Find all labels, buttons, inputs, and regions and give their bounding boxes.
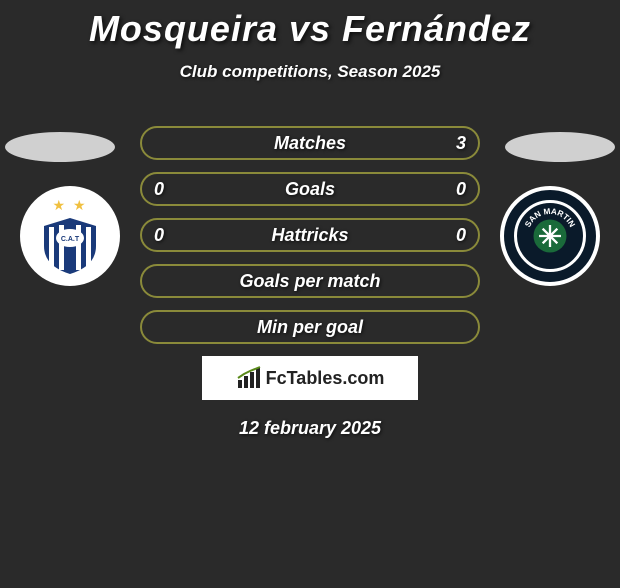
stat-right-value: 0	[456, 225, 466, 246]
stat-label: Matches	[274, 133, 346, 154]
stat-right-value: 3	[456, 133, 466, 154]
stat-label: Goals	[285, 179, 335, 200]
brand-box: FcTables.com	[202, 356, 418, 400]
stat-row-min-per-goal: Min per goal	[140, 310, 480, 344]
stat-label: Hattricks	[271, 225, 348, 246]
stats-container: Matches 3 0 Goals 0 0 Hattricks 0 Goals …	[0, 126, 620, 439]
subtitle: Club competitions, Season 2025	[0, 62, 620, 82]
date-text: 12 february 2025	[0, 418, 620, 439]
stat-row-goals-per-match: Goals per match	[140, 264, 480, 298]
stat-label: Goals per match	[239, 271, 380, 292]
stat-left-value: 0	[154, 179, 164, 200]
stat-right-value: 0	[456, 179, 466, 200]
stat-row-hattricks: 0 Hattricks 0	[140, 218, 480, 252]
page-title: Mosqueira vs Fernández	[0, 8, 620, 50]
stat-row-matches: Matches 3	[140, 126, 480, 160]
stat-row-goals: 0 Goals 0	[140, 172, 480, 206]
brand-text: FcTables.com	[266, 368, 385, 389]
brand-chart-icon	[236, 366, 262, 390]
stat-label: Min per goal	[257, 317, 363, 338]
stat-left-value: 0	[154, 225, 164, 246]
